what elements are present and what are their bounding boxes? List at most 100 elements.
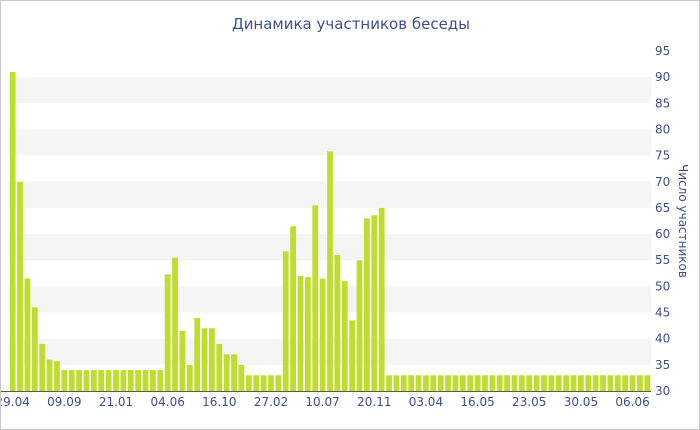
bar bbox=[496, 375, 503, 391]
bar bbox=[127, 370, 134, 391]
y-tick-label: 65 bbox=[655, 201, 670, 215]
bar bbox=[371, 215, 378, 391]
bar bbox=[474, 375, 481, 391]
bar bbox=[378, 207, 385, 391]
bar bbox=[268, 375, 274, 391]
bar bbox=[327, 151, 333, 391]
y-tick-label: 30 bbox=[655, 384, 670, 398]
bar bbox=[282, 251, 289, 391]
bar bbox=[386, 375, 392, 391]
bar bbox=[592, 375, 599, 391]
bar bbox=[68, 370, 75, 391]
y-tick-label: 85 bbox=[655, 96, 670, 110]
y-tick-label: 80 bbox=[655, 123, 670, 137]
bar bbox=[452, 375, 459, 391]
bar bbox=[356, 260, 363, 391]
x-tick-label: 03.04 bbox=[409, 395, 443, 409]
bar bbox=[319, 278, 326, 391]
y-tick-labels: 30 35 40 45 50 55 60 65 70 75 80 85 90 95 bbox=[655, 44, 670, 398]
bar bbox=[231, 354, 237, 391]
bar bbox=[17, 181, 23, 391]
bar bbox=[260, 375, 267, 391]
chart-title: Динамика участников беседы bbox=[232, 15, 470, 33]
y-tick-label: 60 bbox=[655, 227, 670, 241]
y-tick-label: 50 bbox=[655, 279, 670, 293]
bar bbox=[120, 370, 127, 391]
bar bbox=[526, 375, 533, 391]
bar bbox=[46, 359, 53, 391]
bar bbox=[614, 375, 621, 391]
bar bbox=[297, 275, 304, 391]
bar bbox=[9, 71, 16, 392]
bar bbox=[533, 375, 540, 391]
bar bbox=[179, 330, 186, 391]
bar bbox=[445, 375, 451, 391]
grid-band bbox=[9, 129, 651, 156]
bar bbox=[489, 375, 496, 391]
bar bbox=[459, 375, 466, 391]
bar bbox=[467, 375, 474, 391]
bar bbox=[172, 257, 178, 391]
x-tick-label: 27.02 bbox=[254, 395, 288, 409]
grid-band bbox=[9, 77, 651, 104]
bar bbox=[607, 375, 614, 391]
bar bbox=[31, 307, 38, 391]
x-tick-label: 06.06 bbox=[615, 395, 649, 409]
bar bbox=[304, 276, 311, 391]
bar bbox=[290, 226, 296, 391]
bar bbox=[637, 375, 643, 391]
bar bbox=[511, 375, 518, 391]
x-tick-label: 04.06 bbox=[151, 395, 185, 409]
bar bbox=[548, 375, 555, 391]
bar bbox=[98, 370, 105, 391]
bar bbox=[216, 343, 223, 391]
x-tick-label: 21.01 bbox=[99, 395, 133, 409]
bar bbox=[555, 375, 562, 391]
bar bbox=[570, 375, 577, 391]
bar bbox=[61, 370, 68, 391]
bar bbox=[415, 375, 422, 391]
bar bbox=[209, 328, 215, 391]
bar bbox=[83, 370, 90, 391]
x-tick-label: 16.05 bbox=[460, 395, 494, 409]
bar bbox=[349, 320, 356, 391]
y-tick-label: 45 bbox=[655, 306, 670, 320]
bar bbox=[223, 354, 230, 391]
bar bbox=[629, 375, 636, 391]
bar bbox=[253, 375, 260, 391]
bar bbox=[437, 375, 444, 391]
bar bbox=[585, 375, 592, 391]
bar bbox=[76, 370, 82, 391]
y-tick-label: 90 bbox=[655, 70, 670, 84]
bar bbox=[201, 328, 208, 391]
bar bbox=[563, 375, 570, 391]
y-tick-label: 40 bbox=[655, 332, 670, 346]
bar bbox=[364, 218, 370, 391]
bar bbox=[393, 375, 400, 391]
y-tick-label: 95 bbox=[655, 44, 670, 58]
bar bbox=[482, 375, 488, 391]
bar bbox=[423, 375, 429, 391]
x-tick-labels: 29.04 09.09 21.01 04.06 16.10 27.02 10.07 20.11… bbox=[1, 395, 650, 409]
bar bbox=[245, 375, 252, 391]
bar bbox=[164, 274, 171, 391]
bar bbox=[644, 375, 651, 391]
bar bbox=[113, 370, 119, 391]
x-tick-label: 20.11 bbox=[357, 395, 391, 409]
bar bbox=[105, 370, 112, 391]
bar bbox=[194, 317, 201, 391]
bar bbox=[541, 375, 547, 391]
bar bbox=[275, 375, 282, 391]
bar bbox=[430, 375, 437, 391]
bar bbox=[578, 375, 584, 391]
x-tick-label: 30.05 bbox=[564, 395, 598, 409]
y-tick-label: 75 bbox=[655, 149, 670, 163]
bars bbox=[9, 71, 651, 392]
bar bbox=[90, 370, 97, 391]
bar bbox=[334, 255, 341, 391]
bar bbox=[518, 375, 525, 391]
bar bbox=[150, 370, 156, 391]
y-axis-label: Число участников bbox=[676, 164, 690, 278]
y-tick-label: 35 bbox=[655, 358, 670, 372]
